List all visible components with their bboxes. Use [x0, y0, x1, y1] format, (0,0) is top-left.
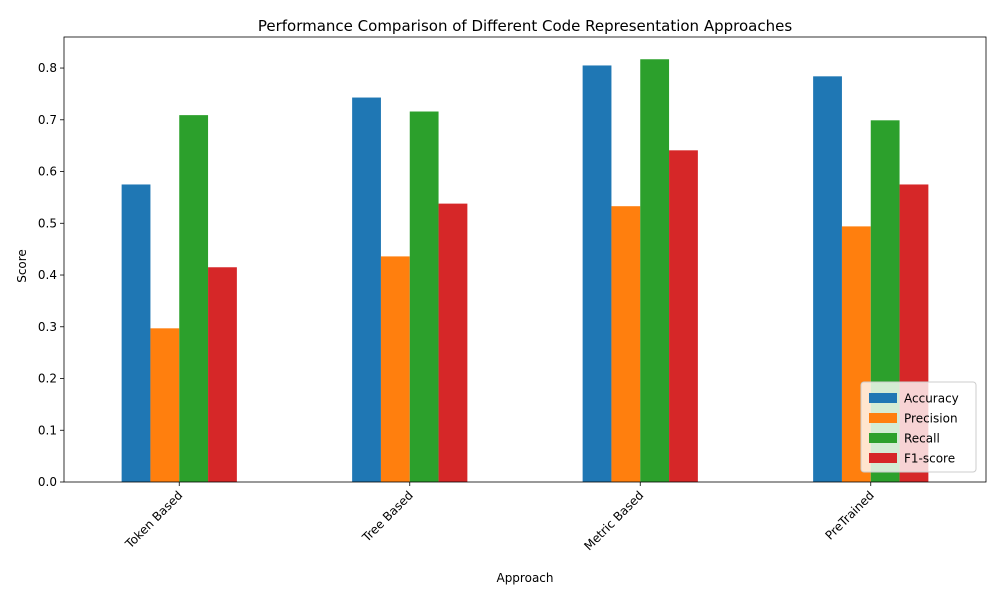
y-tick-label-1: 0.1: [38, 423, 57, 437]
y-tick-label-4: 0.4: [38, 268, 57, 282]
bar-accuracy-1: [352, 97, 381, 482]
bar-recall-2: [640, 59, 670, 482]
bar-precision-2: [611, 206, 641, 482]
bar-precision-1: [380, 256, 410, 482]
legend-swatch-accuracy: [869, 393, 897, 403]
y-tick-label-6: 0.6: [38, 165, 57, 179]
legend-swatch-f1-score: [869, 453, 897, 463]
chart-title: Performance Comparison of Different Code…: [258, 17, 792, 35]
y-tick-label-8: 0.8: [38, 61, 57, 75]
y-tick-label-7: 0.7: [38, 113, 57, 127]
bar-accuracy-3: [813, 76, 842, 482]
x-tick-label-0: Token Based: [122, 488, 185, 551]
legend: Accuracy Precision Recall F1-score: [860, 381, 977, 473]
legend-swatch-recall: [869, 433, 897, 443]
x-tick-label-1: Tree Based: [359, 488, 416, 545]
y-tick-label-0: 0.0: [38, 475, 57, 489]
bar-accuracy-0: [121, 184, 151, 482]
bar-recall-0: [179, 115, 209, 482]
y-axis-label: Score: [15, 249, 29, 283]
x-tick-label-2: Metric Based: [581, 488, 646, 553]
bar-precision-0: [150, 328, 180, 482]
bar-f1-score-2: [669, 150, 698, 482]
plot-area: 0.0 0.1 0.2 0.3 0.4 0.5 0.6 0.7 0.8 Token Based Tr…: [38, 36, 987, 553]
y-tick-label-3: 0.3: [38, 320, 57, 334]
y-tick-label-5: 0.5: [38, 216, 57, 230]
bar-accuracy-2: [582, 65, 612, 483]
y-tick-label-2: 0.2: [38, 372, 57, 386]
x-tick-label-3: PreTrained: [823, 488, 877, 542]
bar-f1-score-1: [438, 203, 468, 482]
legend-label-accuracy: Accuracy: [904, 392, 959, 406]
legend-label-recall: Recall: [904, 432, 940, 446]
legend-label-f1-score: F1-score: [904, 452, 955, 466]
bar-recall-1: [409, 111, 439, 482]
legend-label-precision: Precision: [904, 412, 958, 426]
legend-swatch-precision: [869, 413, 897, 423]
bar-f1-score-0: [208, 267, 237, 482]
x-axis-label: Approach: [496, 571, 553, 585]
plot-frame: [63, 36, 987, 483]
legend-box: [860, 381, 977, 473]
